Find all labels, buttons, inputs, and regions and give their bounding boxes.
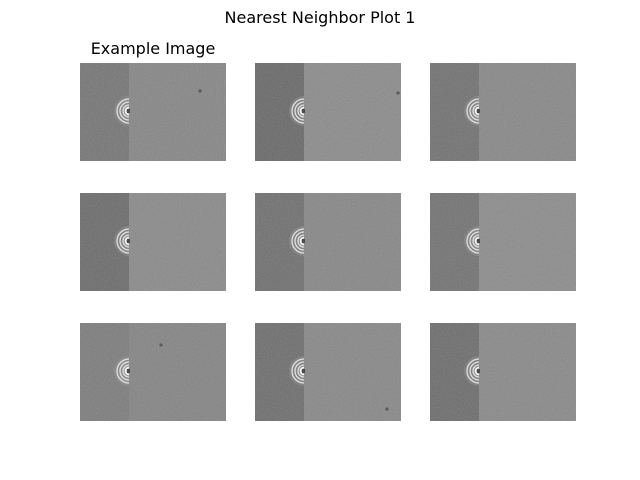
- image-panel-9: [430, 323, 576, 421]
- noise-overlay: [430, 63, 576, 161]
- diffraction-image: [430, 323, 576, 421]
- diffraction-image: [430, 193, 576, 291]
- noise-overlay: [255, 323, 401, 421]
- image-panel-5: [255, 193, 401, 291]
- noise-overlay: [430, 323, 576, 421]
- diffraction-image: [80, 193, 226, 291]
- diffraction-image: [255, 323, 401, 421]
- diffraction-image: [80, 63, 226, 161]
- image-panel-6: [430, 193, 576, 291]
- image-panel-7: [80, 323, 226, 421]
- panel-title-example-image: Example Image: [90, 39, 216, 58]
- image-panel-4: [80, 193, 226, 291]
- noise-overlay: [80, 323, 226, 421]
- noise-overlay: [255, 193, 401, 291]
- diffraction-image: [255, 193, 401, 291]
- figure-title: Nearest Neighbor Plot 1: [224, 8, 416, 27]
- noise-overlay: [255, 63, 401, 161]
- image-panel-3: [430, 63, 576, 161]
- image-panel-2: [255, 63, 401, 161]
- noise-overlay: [80, 193, 226, 291]
- diffraction-image: [430, 63, 576, 161]
- diffraction-image: [255, 63, 401, 161]
- noise-overlay: [80, 63, 226, 161]
- image-panel-8: [255, 323, 401, 421]
- image-panel-1: [80, 63, 226, 161]
- noise-overlay: [430, 193, 576, 291]
- diffraction-image: [80, 323, 226, 421]
